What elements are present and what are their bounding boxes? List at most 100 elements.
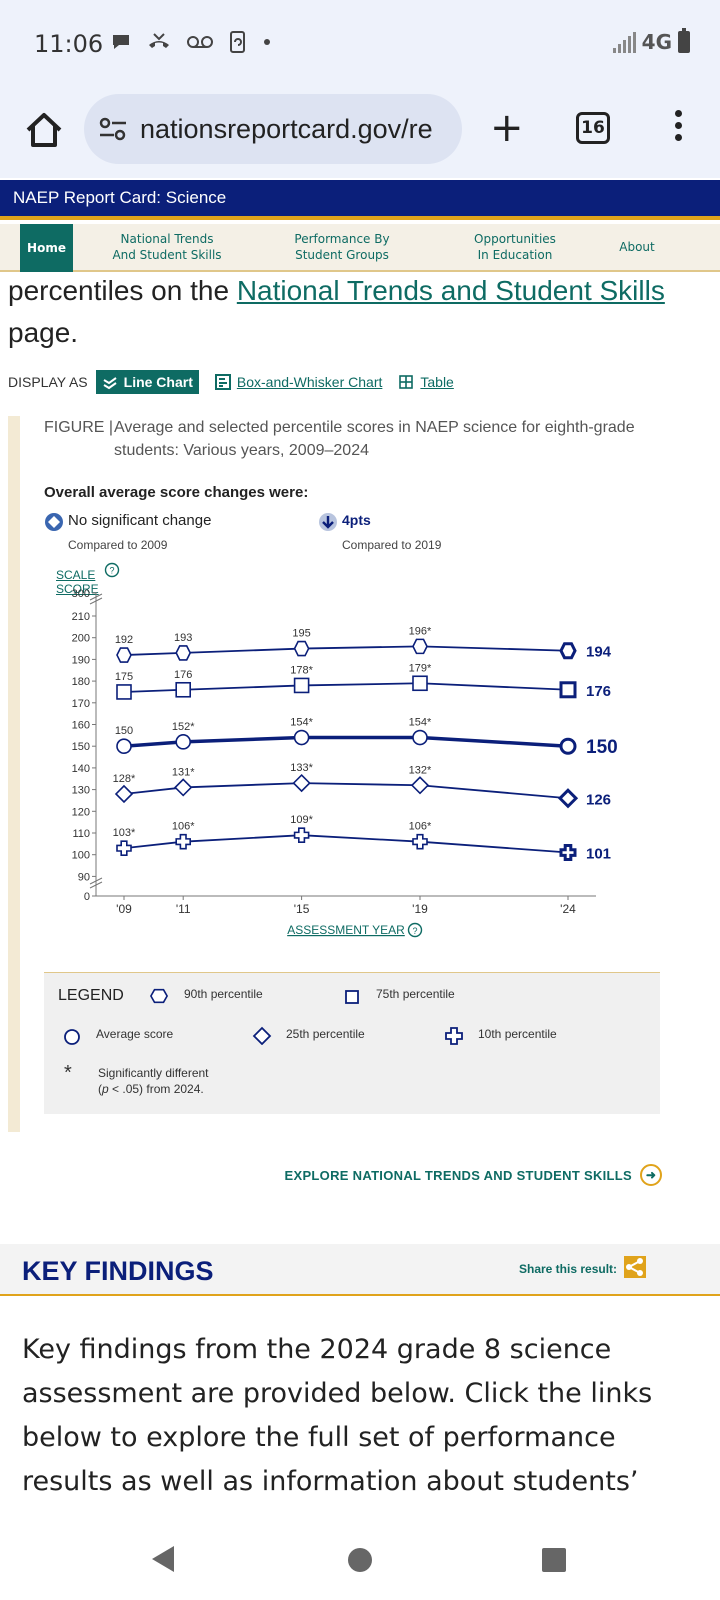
data-label-2-1: 152* (172, 721, 195, 733)
y-tick-label-180: 180 (72, 676, 90, 688)
point-0-3 (412, 638, 428, 655)
box-whisker-icon (214, 374, 231, 390)
y-tick-label-0: 0 (84, 891, 90, 903)
missed-call-icon (149, 33, 169, 48)
point-4-2 (293, 827, 310, 843)
site-banner: NAEP Report Card: Science (0, 180, 720, 220)
point-0-4 (559, 642, 577, 660)
site-title[interactable]: NAEP Report Card: Science (13, 188, 227, 207)
changes-title: Overall average score changes were: (44, 484, 309, 501)
y-tick-label-100: 100 (72, 850, 90, 862)
line-chart-button[interactable]: Line Chart (95, 370, 199, 394)
point-1-2 (293, 677, 310, 694)
no-change-icon (45, 513, 63, 531)
signal-icon (612, 31, 636, 53)
figure: FIGURE | Average and selected percentile… (8, 416, 660, 1132)
y-tick-label-120: 120 (72, 806, 90, 818)
point-3-0 (114, 784, 134, 804)
box-whisker-button[interactable]: Box-and-Whisker Chart (214, 374, 382, 390)
y-tick-label-300: 300 (72, 588, 90, 600)
down-arrow-icon (319, 513, 337, 531)
point-4-4 (559, 844, 577, 862)
nav-about[interactable]: About (619, 240, 655, 254)
score-line-chart: 0 90 100 110 120 130 140 150 160 170 180 190 200 210 3… (72, 588, 618, 938)
point-4-1 (175, 833, 191, 850)
figure-prefix: FIGURE | (44, 419, 114, 436)
status-bar: 11:06 4G (0, 0, 720, 90)
nav-home[interactable]: Home (20, 224, 73, 272)
nav-opportunities[interactable]: Opportunities In Education (474, 232, 556, 262)
cross-marker-icon (445, 1027, 463, 1045)
point-2-0 (116, 738, 132, 754)
data-label-3-2: 133* (290, 762, 313, 774)
point-1-0 (116, 684, 132, 700)
end-label-0: 194 (586, 644, 612, 661)
national-trends-link[interactable]: National Trends and Student Skills (236, 275, 665, 306)
point-4-0 (116, 840, 132, 856)
data-label-1-2: 178* (290, 664, 313, 676)
data-label-0-3: 196* (409, 625, 432, 637)
y-tick-label-190: 190 (72, 654, 90, 666)
scale-help-icon[interactable]: ? (104, 562, 120, 578)
y-tick-label-140: 140 (72, 763, 90, 775)
end-label-3: 126 (586, 791, 611, 808)
scale-score-label[interactable]: SCALE SCORE (56, 568, 99, 596)
point-2-1 (175, 734, 191, 750)
data-label-2-2: 154* (290, 717, 313, 729)
explore-link[interactable]: EXPLORE NATIONAL TRENDS AND STUDENT SKIL… (285, 1164, 662, 1186)
legend-title: LEGEND (58, 987, 124, 1004)
point-3-2 (292, 773, 311, 793)
network-type: 4G (641, 30, 672, 54)
point-3-4 (557, 788, 579, 809)
nav-performance[interactable]: Performance By Student Groups (294, 232, 390, 262)
intro-paragraph: percentiles on the National Trends and S… (8, 275, 665, 348)
key-findings-text: Key findings from the 2024 grade 8 scien… (22, 1334, 653, 1497)
y-tick-label-150: 150 (72, 741, 90, 753)
system-nav-bar (0, 1520, 720, 1600)
battery-icon (678, 28, 690, 53)
point-2-4 (559, 737, 577, 755)
data-label-1-3: 179* (409, 662, 432, 674)
data-label-4-2: 109* (290, 814, 313, 826)
point-1-4 (559, 681, 577, 699)
tab-switcher-button[interactable]: 16 (576, 112, 610, 144)
data-label-4-3: 106* (409, 821, 432, 833)
home-nav-icon[interactable] (348, 1548, 372, 1572)
data-label-2-0: 150 (115, 725, 133, 737)
point-1-1 (175, 681, 191, 698)
nav-national-trends[interactable]: National Trends And Student Skills (112, 232, 222, 262)
line-chart-icon (103, 377, 117, 390)
back-icon[interactable] (150, 1544, 176, 1574)
browser-toolbar: nationsreportcard.gov/re + 16 (0, 90, 720, 178)
chat-bubble-icon (113, 35, 129, 49)
y-tick-label-210: 210 (72, 611, 90, 623)
data-label-1-1: 176 (174, 669, 192, 681)
address-bar[interactable]: nationsreportcard.gov/re (84, 94, 462, 164)
series-line-3 (123, 782, 569, 800)
key-findings-header: KEY FINDINGS Share this result: (0, 1244, 720, 1296)
browser-menu-button[interactable] (672, 110, 684, 150)
x-tick-label-2024: '24 (560, 902, 576, 916)
assessment-help-glyph: ? (412, 926, 417, 936)
point-0-0 (116, 647, 132, 663)
share-icon[interactable] (624, 1256, 646, 1278)
end-label-2: 150 (586, 737, 618, 758)
site-settings-icon[interactable] (98, 116, 128, 142)
table-button[interactable]: Table (398, 374, 454, 390)
data-label-0-2: 195 (292, 628, 310, 640)
new-tab-button[interactable]: + (490, 105, 524, 151)
data-label-1-0: 175 (115, 671, 133, 683)
point-0-2 (293, 640, 310, 657)
voicemail-icon (187, 36, 213, 48)
x-tick-label-2019: '19 (412, 902, 428, 916)
y-tick-label-160: 160 (72, 720, 90, 732)
end-label-1: 176 (586, 683, 611, 700)
home-icon[interactable] (22, 108, 66, 152)
data-label-3-3: 132* (409, 764, 432, 776)
recents-icon[interactable] (542, 1548, 566, 1572)
url-text: nationsreportcard.gov/re (140, 114, 433, 144)
diamond-marker-icon (252, 1026, 272, 1045)
y-tick-label-170: 170 (72, 698, 90, 710)
data-label-4-1: 106* (172, 821, 195, 833)
circle-marker-icon (64, 1029, 80, 1045)
